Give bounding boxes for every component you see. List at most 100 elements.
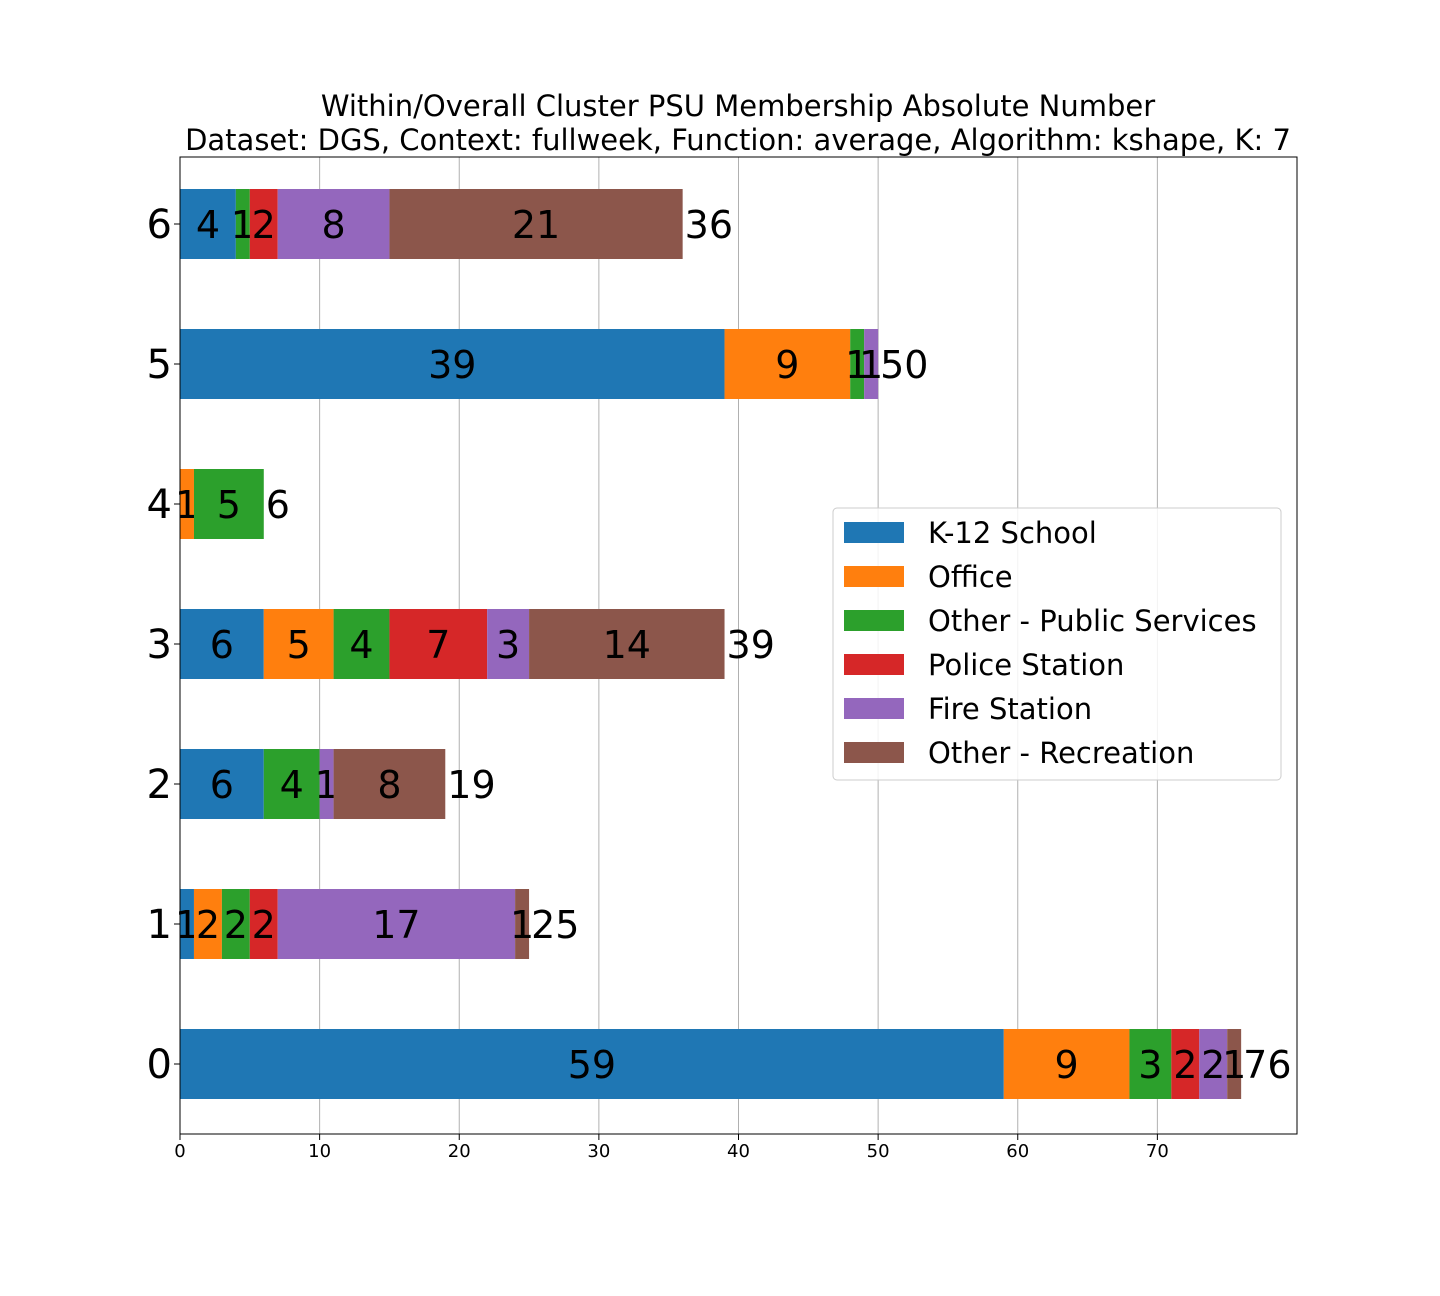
bar-segment: [180, 1029, 1004, 1099]
segment-value-label: 4: [196, 203, 220, 247]
legend-swatch: [844, 522, 904, 543]
y-tick-label: 3: [147, 622, 172, 668]
segment-value-label: 21: [512, 203, 560, 247]
bar-segment: [180, 889, 194, 959]
x-tick-label: 20: [448, 1141, 471, 1162]
legend-label: Other - Public Services: [928, 604, 1257, 638]
bar-total-label: 39: [727, 623, 775, 667]
bar-segment: [180, 329, 725, 399]
y-tick-label: 1: [147, 902, 172, 948]
legend-label: Other - Recreation: [928, 736, 1194, 770]
segment-value-label: 2: [196, 903, 220, 947]
bar-segment: [1129, 1029, 1172, 1099]
bar-segment: [1171, 1029, 1200, 1099]
bar-segment: [724, 329, 851, 399]
segment-value-label: 2: [1173, 1043, 1197, 1087]
x-tick-label: 60: [1006, 1141, 1029, 1162]
segment-value-label: 7: [426, 623, 450, 667]
segment-value-label: 4: [349, 623, 373, 667]
segment-value-label: 9: [775, 343, 799, 387]
segment-value-label: 2: [252, 903, 276, 947]
segment-value-label: 9: [1055, 1043, 1079, 1087]
segment-value-label: 17: [372, 903, 420, 947]
bar-segment: [333, 749, 446, 819]
legend-box: [832, 507, 1282, 781]
legend-label: Fire Station: [928, 692, 1092, 726]
legend-swatch: [844, 566, 904, 587]
y-tick-label: 6: [147, 202, 172, 248]
bar-segment: [180, 469, 194, 539]
x-tick-label: 10: [308, 1141, 331, 1162]
segment-value-label: 2: [224, 903, 248, 947]
bar-segment: [333, 609, 390, 679]
y-tick-label: 5: [147, 342, 172, 388]
bar-segment: [263, 749, 320, 819]
legend-swatch: [844, 698, 904, 719]
legend-label: Office: [928, 560, 1013, 594]
segment-value-label: 39: [428, 343, 476, 387]
bar-total-label: 25: [531, 903, 579, 947]
x-tick-label: 70: [1146, 1141, 1169, 1162]
bar-segment: [515, 889, 530, 959]
legend-label: Police Station: [928, 648, 1124, 682]
segment-value-label: 6: [210, 763, 234, 807]
y-tick-label: 0: [147, 1042, 172, 1088]
legend-swatch: [844, 654, 904, 675]
segment-value-label: 59: [568, 1043, 616, 1087]
bar-segment: [529, 609, 725, 679]
bar-segment: [180, 609, 264, 679]
segment-value-label: 2: [1201, 1043, 1225, 1087]
y-tick-label: 2: [147, 762, 172, 808]
bar-segment: [249, 189, 278, 259]
bar-segment: [1003, 1029, 1130, 1099]
bar-segment: [1227, 1029, 1242, 1099]
segment-value-label: 1: [510, 903, 534, 947]
segment-value-label: 4: [280, 763, 304, 807]
bar-total-label: 76: [1243, 1043, 1291, 1087]
chart-title-line2: Dataset: DGS, Context: fullweek, Functio…: [185, 123, 1291, 157]
bar-segment: [263, 609, 334, 679]
chart-title-line1: Within/Overall Cluster PSU Membership Ab…: [321, 89, 1155, 123]
segment-value-label: 1: [1222, 1043, 1246, 1087]
segment-value-label: 2: [252, 203, 276, 247]
y-tick-label: 4: [147, 482, 172, 528]
bar-segment: [1199, 1029, 1228, 1099]
bar-segment: [180, 749, 264, 819]
bar-segment: [193, 889, 222, 959]
bar-segment: [221, 889, 250, 959]
x-tick-label: 50: [867, 1141, 890, 1162]
bar-segment: [319, 749, 334, 819]
segment-value-label: 5: [217, 483, 241, 527]
bar-segment: [180, 189, 236, 259]
legend-swatch: [844, 742, 904, 763]
legend-swatch: [844, 610, 904, 631]
x-tick-label: 30: [587, 1141, 610, 1162]
bar-segment: [850, 329, 865, 399]
segment-value-label: 6: [210, 623, 234, 667]
bar-segment: [249, 889, 278, 959]
segment-value-label: 3: [496, 623, 520, 667]
segment-value-label: 1: [859, 343, 883, 387]
segment-value-label: 5: [287, 623, 311, 667]
segment-value-label: 14: [603, 623, 651, 667]
segment-value-label: 3: [1138, 1043, 1162, 1087]
legend: K-12 School Office Other - Public Services…: [832, 507, 1282, 781]
bar-segment: [864, 329, 879, 399]
bar-total-label: 36: [685, 203, 733, 247]
bar-segment: [389, 609, 488, 679]
x-tick-label: 40: [727, 1141, 750, 1162]
segment-value-label: 8: [321, 203, 345, 247]
bar-segment: [277, 889, 516, 959]
bar-segment: [193, 469, 264, 539]
bar-total-label: 19: [447, 763, 495, 807]
bar-segment: [487, 609, 530, 679]
x-tick-label: 0: [174, 1141, 185, 1162]
segment-value-label: 8: [377, 763, 401, 807]
bar-segment: [389, 189, 683, 259]
bar-segment: [277, 189, 390, 259]
bar-segment: [235, 189, 250, 259]
bar-total-label: 6: [266, 483, 290, 527]
